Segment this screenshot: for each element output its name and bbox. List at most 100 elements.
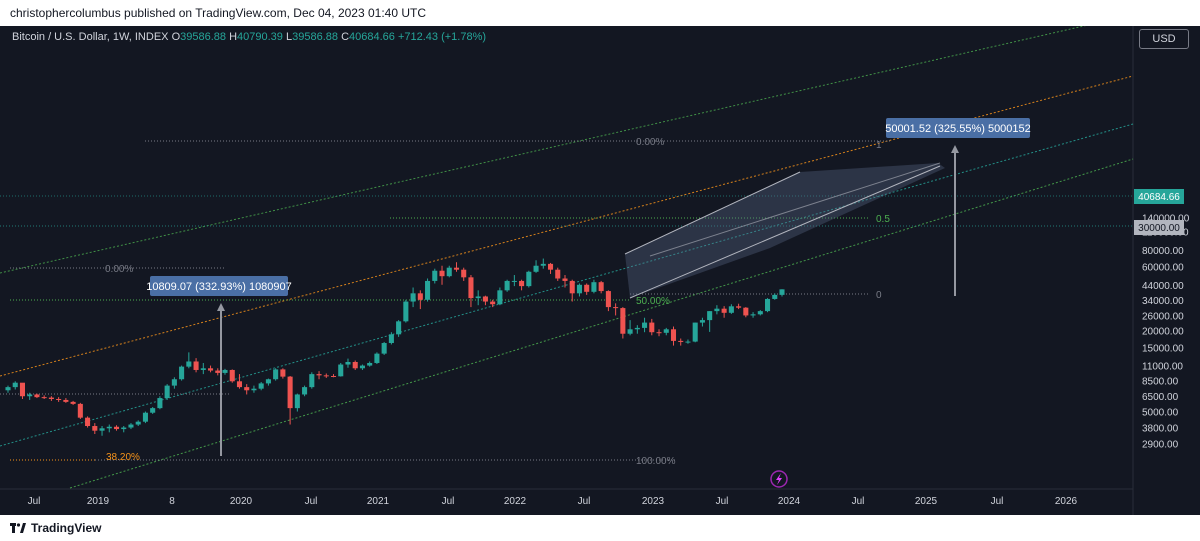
price-tick-label: 15000.00 bbox=[1142, 343, 1184, 354]
publish-header: christophercolumbus published on Trading… bbox=[0, 0, 1200, 26]
candle-body bbox=[258, 383, 264, 389]
candle-body bbox=[99, 428, 105, 431]
candle-body bbox=[135, 421, 141, 425]
candle-body bbox=[48, 397, 54, 399]
time-tick-label: Jul bbox=[716, 496, 729, 507]
price-axis[interactable]: 140000.00110000.0080000.0060000.0044000.… bbox=[1142, 213, 1190, 450]
candle-body bbox=[367, 362, 373, 366]
measure-label-left-bg bbox=[150, 276, 288, 296]
fib-label-382: 38.20% bbox=[106, 452, 140, 463]
low-value: 39586.88 bbox=[292, 31, 338, 43]
fib-label-1: 1 bbox=[876, 140, 882, 151]
candle-body bbox=[403, 301, 409, 322]
candle-body bbox=[461, 269, 467, 278]
candle-body bbox=[511, 280, 517, 282]
open-label: O bbox=[171, 31, 181, 43]
candle-body bbox=[627, 329, 633, 334]
time-tick-label: Jul bbox=[578, 496, 591, 507]
candle-body bbox=[547, 263, 554, 270]
candle-body bbox=[244, 387, 250, 391]
candle-body bbox=[743, 307, 749, 316]
time-axis[interactable]: Jul 2019 8 2020 Jul 2021 Jul 2022 Jul 2023 Jul 2024… bbox=[28, 496, 1078, 507]
candle-body bbox=[388, 334, 394, 344]
candle-body bbox=[113, 426, 120, 430]
tradingview-logo[interactable]: TradingView bbox=[10, 515, 101, 541]
candle-body bbox=[287, 376, 293, 409]
channel-teal bbox=[0, 123, 1134, 447]
fib-label-mid: 0.00% bbox=[105, 264, 133, 275]
currency-selector[interactable]: USD bbox=[1139, 29, 1189, 49]
candle-body bbox=[555, 269, 561, 279]
candle-body bbox=[85, 417, 91, 427]
candle-body bbox=[229, 369, 235, 382]
candle-body bbox=[728, 306, 734, 313]
level-price-label: 30000.00 bbox=[1138, 223, 1180, 234]
candle-body bbox=[656, 332, 662, 334]
candle-body bbox=[663, 329, 669, 333]
time-tick-label: 8 bbox=[169, 496, 175, 507]
candle-body bbox=[106, 426, 112, 429]
candle-body bbox=[142, 412, 148, 422]
candles bbox=[5, 258, 785, 436]
chart-area[interactable]: 10809.07 (332.93%) 1080907 50001.52 (325… bbox=[0, 19, 1200, 515]
candle-body bbox=[34, 394, 40, 398]
candle-body bbox=[576, 284, 582, 294]
brand-name: TradingView bbox=[31, 521, 102, 535]
candle-body bbox=[381, 343, 387, 354]
measure-arrowhead-left bbox=[217, 303, 225, 311]
lightning-icon bbox=[776, 473, 782, 485]
candle-body bbox=[634, 327, 640, 330]
candle-body bbox=[186, 361, 192, 367]
price-tick-label: 2900.00 bbox=[1142, 439, 1179, 450]
price-tick-label: 6500.00 bbox=[1142, 392, 1179, 403]
candle-body bbox=[19, 382, 25, 397]
candle-body bbox=[150, 408, 156, 413]
fib-label-top: 0.00% bbox=[636, 137, 664, 148]
time-tick-label: 2023 bbox=[642, 496, 665, 507]
open-value: 39586.88 bbox=[180, 31, 227, 43]
candle-body bbox=[562, 278, 568, 281]
price-chart[interactable]: 10809.07 (332.93%) 1080907 50001.52 (325… bbox=[0, 19, 1200, 515]
candle-body bbox=[27, 394, 33, 397]
time-tick-label: Jul bbox=[852, 496, 865, 507]
candle-body bbox=[323, 375, 329, 377]
tradingview-logo-icon bbox=[10, 523, 26, 533]
candle-body bbox=[70, 401, 76, 404]
candle-body bbox=[613, 307, 619, 309]
level-price-tag bbox=[1134, 220, 1184, 235]
candle-body bbox=[121, 427, 127, 430]
measure-label-right-bg bbox=[886, 118, 1030, 138]
time-tick-label: 2019 bbox=[87, 496, 110, 507]
current-price-label: 40684.66 bbox=[1138, 192, 1180, 203]
trend-channel-lower bbox=[629, 165, 941, 299]
candle-body bbox=[692, 322, 698, 342]
measure-label-left: 10809.07 (332.93%) 1080907 bbox=[146, 281, 292, 293]
candle-body bbox=[497, 290, 503, 305]
time-tick-label: 2024 bbox=[778, 496, 801, 507]
candle-body bbox=[468, 277, 474, 299]
candle-body bbox=[707, 311, 713, 321]
candle-body bbox=[699, 320, 705, 323]
trend-channel-upper bbox=[624, 171, 801, 255]
candle-body bbox=[280, 369, 286, 377]
channel-lower-green bbox=[69, 158, 1134, 489]
price-tick-label: 3800.00 bbox=[1142, 424, 1179, 435]
close-label: C bbox=[341, 31, 350, 43]
candle-body bbox=[685, 341, 691, 343]
candle-body bbox=[765, 298, 771, 312]
candle-body bbox=[302, 387, 308, 395]
candle-body bbox=[721, 308, 727, 313]
candle-body bbox=[410, 293, 416, 302]
candle-body bbox=[77, 403, 83, 418]
price-tick-label: 60000.00 bbox=[1142, 263, 1184, 274]
candle-body bbox=[63, 399, 69, 402]
time-tick-label: Jul bbox=[305, 496, 318, 507]
candle-body bbox=[200, 368, 206, 370]
candle-body bbox=[714, 308, 720, 312]
candle-body bbox=[193, 361, 199, 370]
candle-body bbox=[620, 308, 626, 334]
candle-body bbox=[504, 280, 510, 291]
candle-body bbox=[352, 361, 358, 369]
fib-label-05: 0.5 bbox=[876, 214, 890, 225]
candle-body bbox=[179, 366, 185, 380]
